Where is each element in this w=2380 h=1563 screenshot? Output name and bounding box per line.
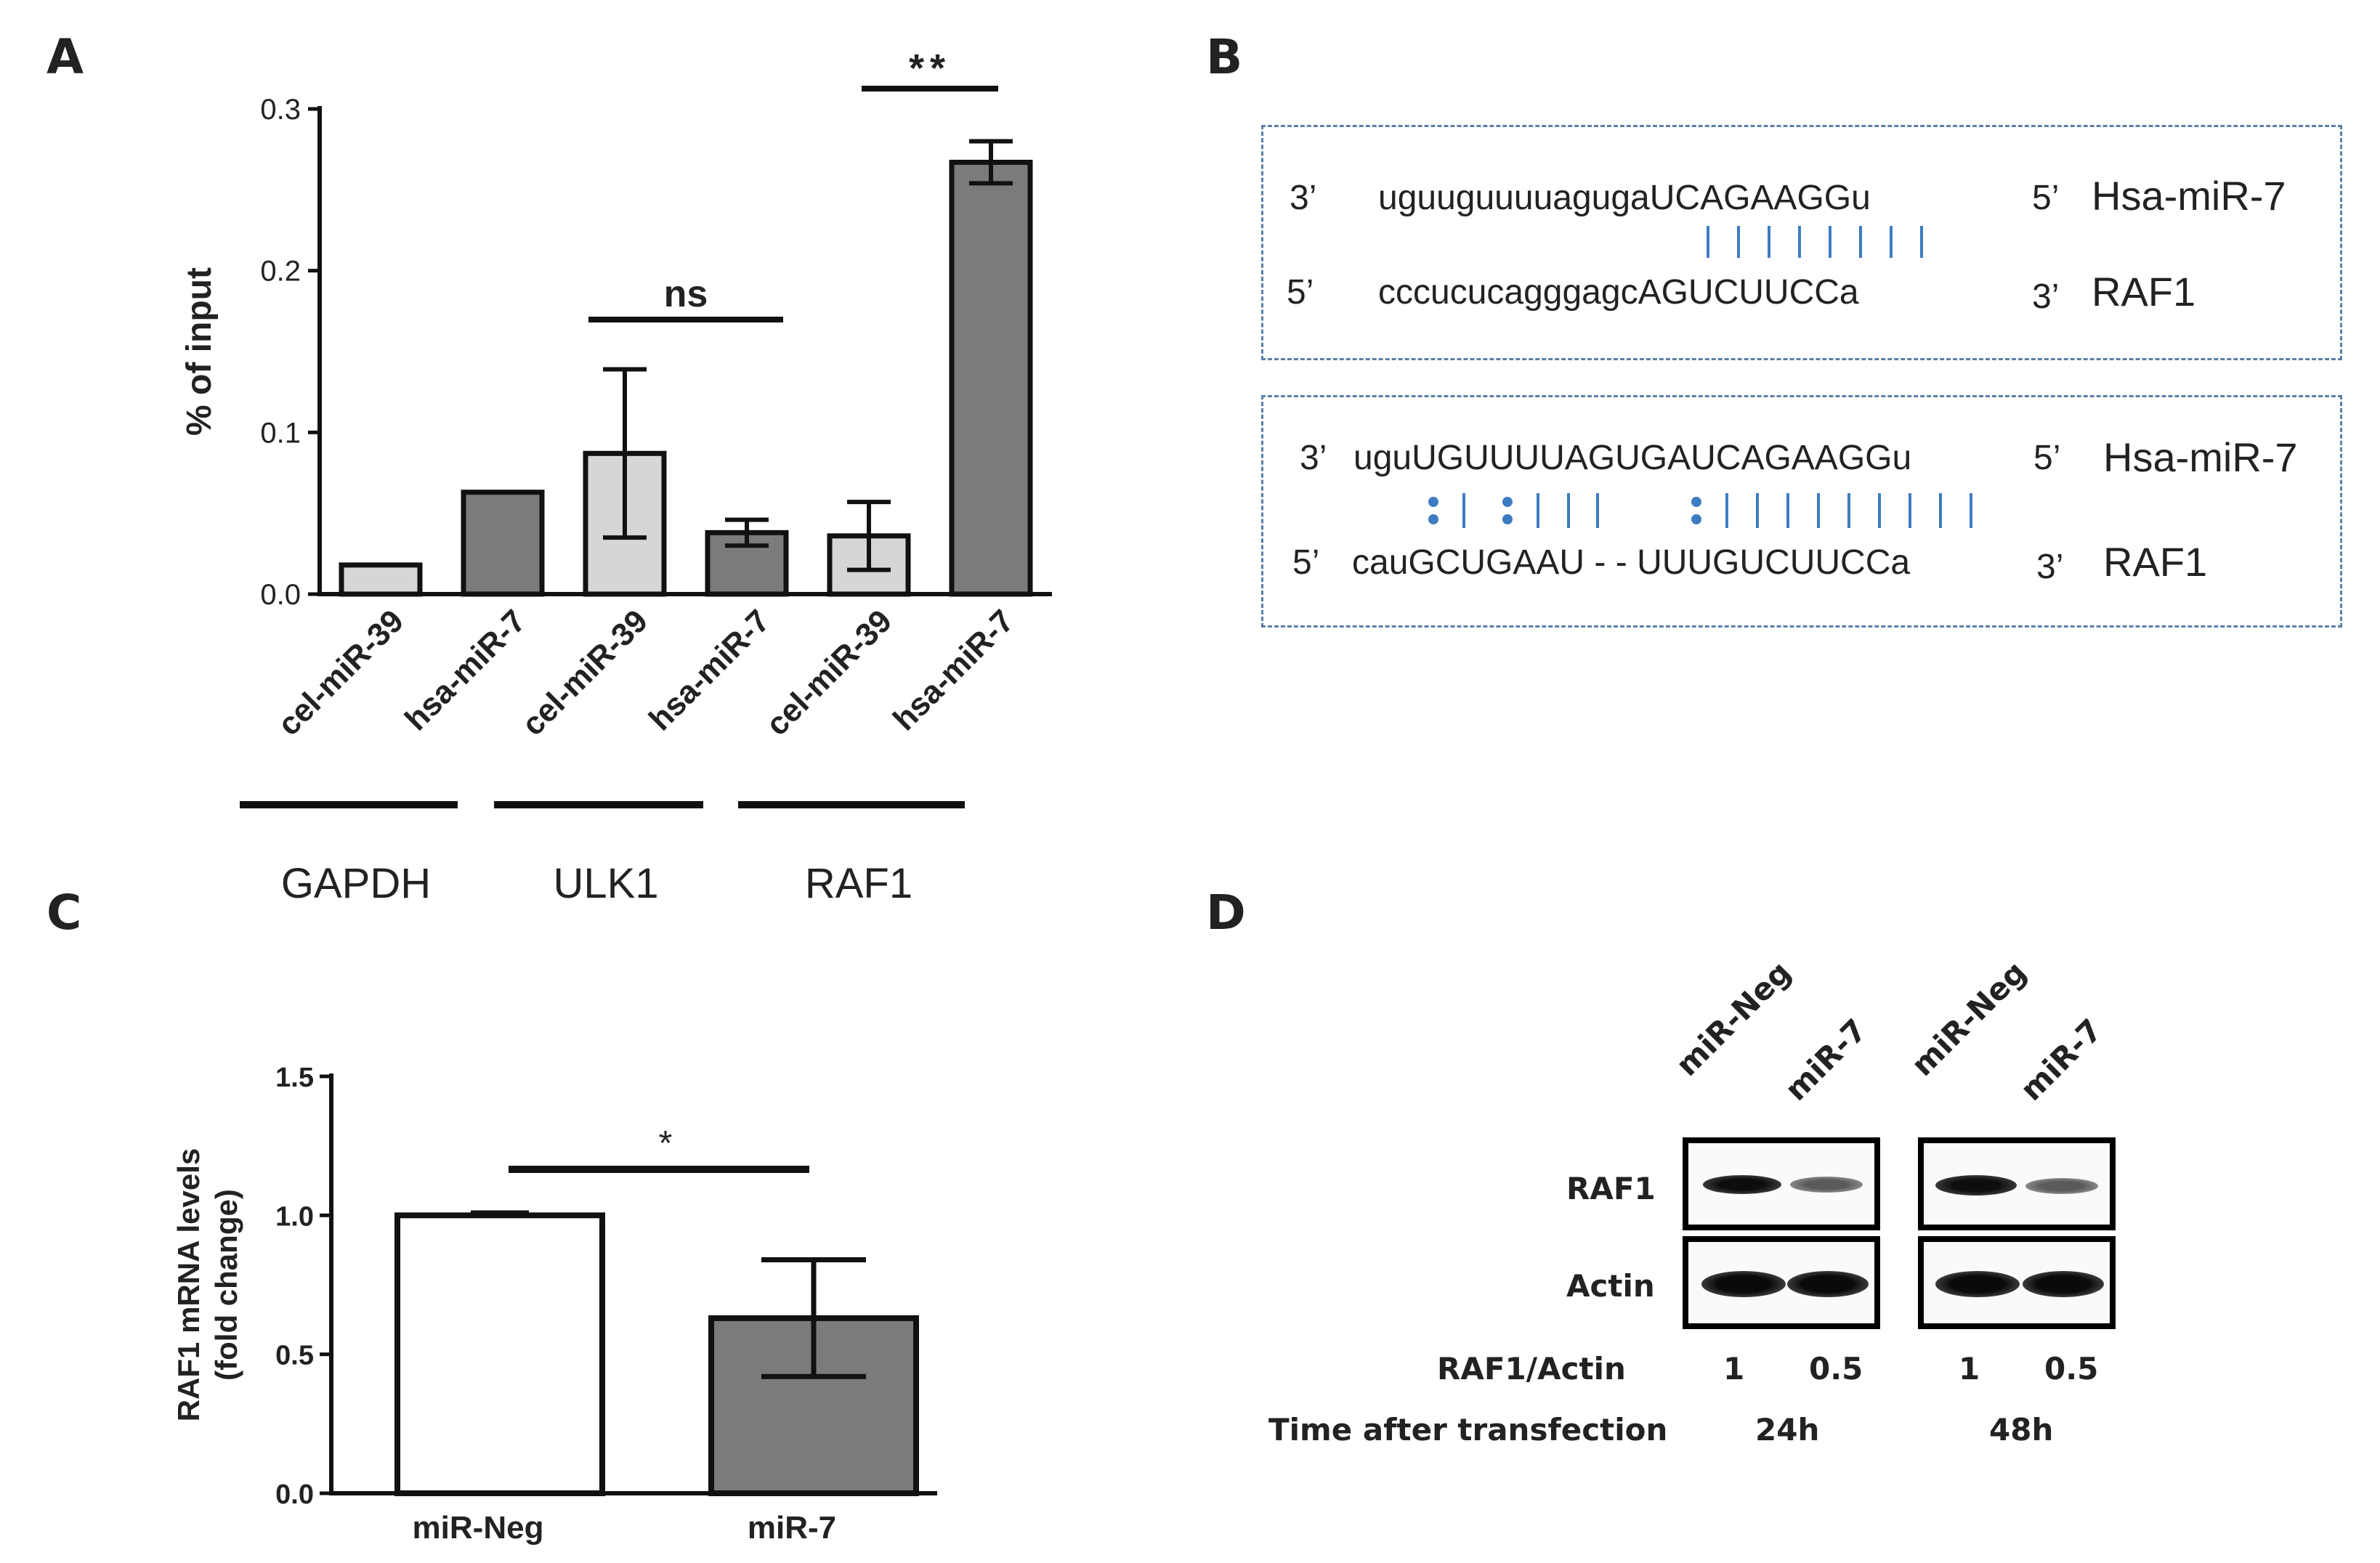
significance-label-double-star: **: [909, 46, 951, 90]
y-tick-label: 0.2: [260, 256, 301, 288]
bar: [949, 159, 1033, 597]
category-label: cel-miR-39: [515, 603, 655, 742]
blot-raf1-24h: [1683, 1137, 1880, 1230]
y-tick-label: 0.1: [260, 417, 301, 449]
western-blot-panel: miR-Neg miR-7 miR-Neg miR-7 RAF1 Actin R…: [1235, 954, 2368, 1467]
chart-a: 0.00.10.20.3% of inputcel-miR-39hsa-miR-…: [180, 46, 1052, 907]
group-label: ULK1: [553, 860, 658, 907]
wobble-dot: [1691, 497, 1701, 507]
seq1-pairing-lines: [1707, 226, 1923, 258]
lane-label-4: miR-7: [2013, 1012, 2109, 1108]
seq2-top-name: Hsa-miR-7: [2103, 434, 2298, 480]
ratio-value-1: 1: [1723, 1351, 1745, 1387]
seq2-bottom-prime-right: 3’: [2036, 548, 2064, 586]
category-label: miR-Neg: [413, 1510, 544, 1546]
category-label: cel-miR-39: [271, 603, 410, 742]
bar: [394, 1212, 605, 1496]
y-tick-label: 1.0: [275, 1201, 314, 1232]
sequence-alignment-box-1: 3’ uguuguuuuagugaUCAGAAGGu 5’ Hsa-miR-7 …: [1261, 125, 2342, 360]
time-row-label: Time after transfection: [1268, 1412, 1668, 1448]
seq2-bottom-name: RAF1: [2103, 539, 2208, 585]
seq2-top-sequence: uguUGUUUUAGUGAUCAGAAGGu: [1353, 439, 1912, 477]
y-tick-label: 1.5: [275, 1063, 314, 1093]
blot-actin-24h: [1683, 1236, 1880, 1329]
wobble-dot: [1428, 514, 1438, 524]
band-actin-lane1: [1701, 1271, 1786, 1297]
bar: [461, 490, 545, 597]
category-label: hsa-miR-7: [642, 603, 777, 737]
bar: [339, 562, 423, 597]
seq1-bottom-prime-left: 5’: [1287, 273, 1314, 312]
y-axis-label: % of input: [180, 267, 219, 436]
band-raf1-lane2: [1790, 1177, 1863, 1193]
seq2-pairing-lines: [1428, 493, 1972, 528]
ratio-value-4: 0.5: [2044, 1351, 2099, 1387]
band-actin-lane4: [2023, 1271, 2104, 1297]
seq1-bottom-name: RAF1: [2092, 269, 2196, 314]
seq2-top-prime-left: 3’: [1300, 439, 1327, 477]
panel-label-d: D: [1206, 885, 1246, 941]
y-axis-label-line1: RAF1 mRNA levels: [171, 1148, 206, 1422]
group-label: GAPDH: [281, 860, 431, 907]
band-raf1-lane1: [1703, 1175, 1781, 1194]
y-tick-label: 0.3: [260, 94, 301, 126]
seq1-top-sequence: uguuguuuuagugaUCAGAAGGu: [1378, 179, 1871, 217]
seq2-bottom-prime-left: 5’: [1292, 543, 1320, 582]
category-label: hsa-miR-7: [398, 603, 533, 737]
significance-label-star: *: [659, 1124, 673, 1163]
group-label: RAF1: [805, 860, 912, 907]
seq1-top-prime-left: 3’: [1290, 179, 1317, 217]
seq2-top-prime-right: 5’: [2033, 439, 2061, 477]
blot-actin-48h: [1918, 1236, 2116, 1329]
seq1-top-name: Hsa-miR-7: [2092, 173, 2286, 219]
panel-label-c: C: [46, 885, 82, 941]
category-label: cel-miR-39: [759, 603, 899, 742]
wobble-dot: [1502, 497, 1513, 507]
time-value-24h: 24h: [1755, 1412, 1820, 1448]
wobble-dot: [1428, 497, 1438, 507]
sequence-alignment-box-2: 3’ uguUGUUUUAGUGAUCAGAAGGu 5’ Hsa-miR-7 …: [1261, 395, 2342, 628]
lane-label-3: miR-Neg: [1904, 954, 2033, 1083]
panel-label-b: B: [1206, 29, 1243, 85]
y-tick-label: 0.5: [275, 1341, 314, 1371]
time-value-48h: 48h: [1989, 1412, 2054, 1448]
blot-raf1-48h: [1918, 1137, 2116, 1230]
ratio-value-3: 1: [1959, 1351, 1980, 1387]
panel-label-a: A: [46, 29, 84, 85]
row-label-raf1: RAF1: [1566, 1171, 1656, 1206]
y-tick-label: 0.0: [260, 579, 301, 611]
seq2-bottom-sequence: cauGCUGAAU - - UUUGUCUUCCa: [1352, 543, 1911, 582]
lane-label-2: miR-7: [1778, 1012, 1874, 1108]
y-axis-label-line2: (fold change): [209, 1189, 243, 1381]
significance-label-ns: ns: [664, 273, 708, 315]
row-label-actin: Actin: [1566, 1268, 1655, 1304]
y-tick-label: 0.0: [275, 1479, 314, 1510]
wobble-dot: [1502, 514, 1513, 524]
category-label: hsa-miR-7: [886, 603, 1021, 737]
ratio-row-label: RAF1/Actin: [1437, 1351, 1626, 1387]
wobble-dot: [1691, 514, 1701, 524]
lane-label-1: miR-Neg: [1669, 954, 1798, 1083]
seq1-bottom-prime-right: 3’: [2032, 277, 2060, 316]
ratio-value-2: 0.5: [1809, 1351, 1863, 1387]
category-label: miR-7: [748, 1510, 836, 1546]
seq1-top-prime-right: 5’: [2032, 179, 2060, 217]
band-actin-lane2: [1787, 1271, 1869, 1297]
band-raf1-lane3: [1935, 1175, 2017, 1195]
chart-c: 0.0 0.5 1.0 1.5 RAF1 mRNA levels (fold change…: [171, 1063, 937, 1546]
band-raf1-lane4: [2025, 1178, 2098, 1194]
seq1-bottom-sequence: cccucucagggagcAGUCUUCCa: [1378, 273, 1859, 312]
band-actin-lane3: [1935, 1271, 2020, 1297]
